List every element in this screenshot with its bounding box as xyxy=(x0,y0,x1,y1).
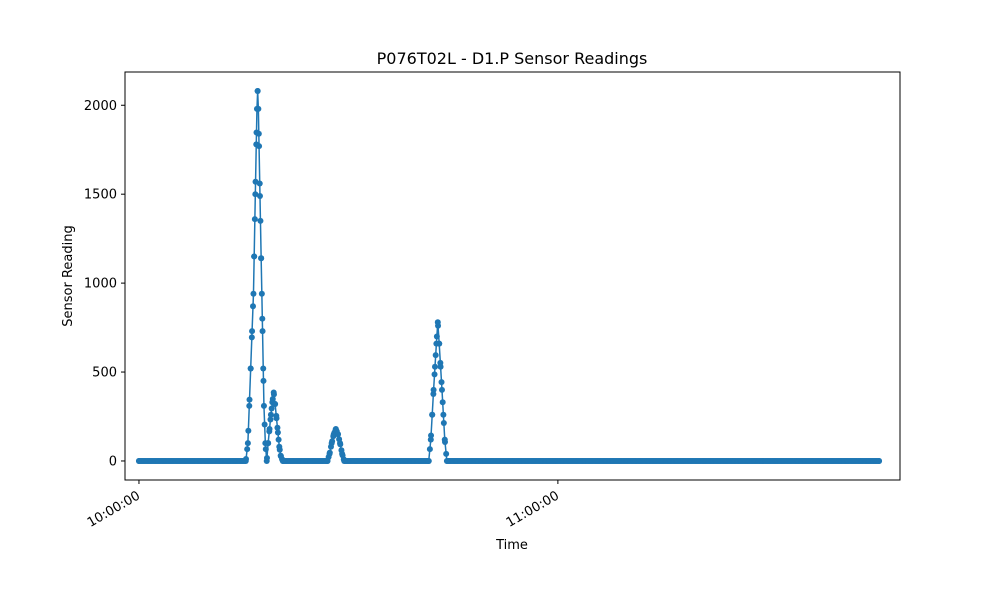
data-point xyxy=(436,340,443,347)
data-point xyxy=(433,333,440,340)
data-point xyxy=(328,440,335,447)
data-point xyxy=(276,443,283,450)
data-point xyxy=(254,88,261,95)
data-point xyxy=(260,402,267,409)
data-point xyxy=(266,425,273,432)
chart-title: P076T02L - D1.P Sensor Readings xyxy=(377,49,648,68)
data-point xyxy=(251,253,258,260)
data-point xyxy=(274,424,281,431)
data-point xyxy=(247,365,254,372)
data-point xyxy=(273,415,280,422)
data-point xyxy=(437,363,444,370)
data-point xyxy=(876,457,883,464)
y-tick-label: 500 xyxy=(92,366,117,381)
data-point xyxy=(255,105,262,112)
data-point xyxy=(267,416,274,423)
data-point xyxy=(267,411,274,418)
data-point xyxy=(432,352,439,359)
y-axis: 0 500 1000 1500 2000 xyxy=(84,99,125,469)
data-point xyxy=(277,452,284,459)
data-point xyxy=(337,440,344,447)
y-tick-label: 1000 xyxy=(84,277,117,292)
data-point xyxy=(275,436,282,443)
data-point xyxy=(259,315,266,322)
data-point xyxy=(334,431,341,438)
data-point xyxy=(440,411,447,418)
data-point xyxy=(250,290,257,297)
data-point xyxy=(274,429,281,436)
data-point xyxy=(258,290,265,297)
data-point xyxy=(258,255,265,262)
y-tick-label: 0 xyxy=(109,454,117,469)
data-point xyxy=(443,450,450,457)
y-tick-label: 2000 xyxy=(84,99,117,114)
data-point xyxy=(272,401,279,408)
data-point xyxy=(440,420,447,427)
data-point xyxy=(255,130,262,137)
y-tick-label: 1500 xyxy=(84,188,117,203)
data-point xyxy=(339,450,346,457)
data-point xyxy=(251,216,258,223)
data-point xyxy=(246,396,253,403)
data-point xyxy=(256,180,263,187)
data-point xyxy=(443,457,450,464)
data-point xyxy=(427,436,434,443)
plot-area xyxy=(135,88,883,464)
plot-frame xyxy=(124,71,901,481)
data-point xyxy=(259,328,266,335)
data-point xyxy=(252,191,259,198)
data-point xyxy=(279,457,286,464)
data-point xyxy=(268,405,275,412)
data-point xyxy=(244,440,251,447)
data-point xyxy=(256,192,263,199)
data-point xyxy=(135,457,142,464)
data-point xyxy=(330,431,337,438)
data-point xyxy=(441,436,448,443)
data-point xyxy=(425,457,432,464)
data-point xyxy=(257,217,264,224)
data-point xyxy=(262,446,269,453)
data-point xyxy=(341,457,348,464)
data-point xyxy=(242,457,249,464)
data-point xyxy=(248,334,255,341)
data-point xyxy=(260,365,267,372)
series-markers xyxy=(135,88,883,464)
data-point xyxy=(270,389,277,396)
data-point xyxy=(256,143,263,150)
data-point xyxy=(429,411,436,418)
data-point xyxy=(430,386,437,393)
data-point xyxy=(245,427,252,434)
data-point xyxy=(246,402,253,409)
x-axis-title: Time xyxy=(495,538,528,553)
data-point xyxy=(250,303,256,310)
data-point xyxy=(326,450,333,457)
data-point xyxy=(260,377,267,384)
data-point xyxy=(332,425,339,432)
data-point xyxy=(438,386,445,393)
data-point xyxy=(324,457,331,464)
y-axis-title: Sensor Reading xyxy=(61,225,76,326)
data-point xyxy=(244,446,251,453)
data-point xyxy=(431,371,438,378)
data-point xyxy=(265,440,272,447)
data-point xyxy=(438,379,445,386)
data-point xyxy=(439,399,446,406)
data-point xyxy=(263,457,270,464)
data-point xyxy=(249,328,256,335)
data-point xyxy=(426,446,433,453)
data-point xyxy=(434,319,441,326)
data-point xyxy=(261,421,268,428)
data-point xyxy=(432,363,438,370)
